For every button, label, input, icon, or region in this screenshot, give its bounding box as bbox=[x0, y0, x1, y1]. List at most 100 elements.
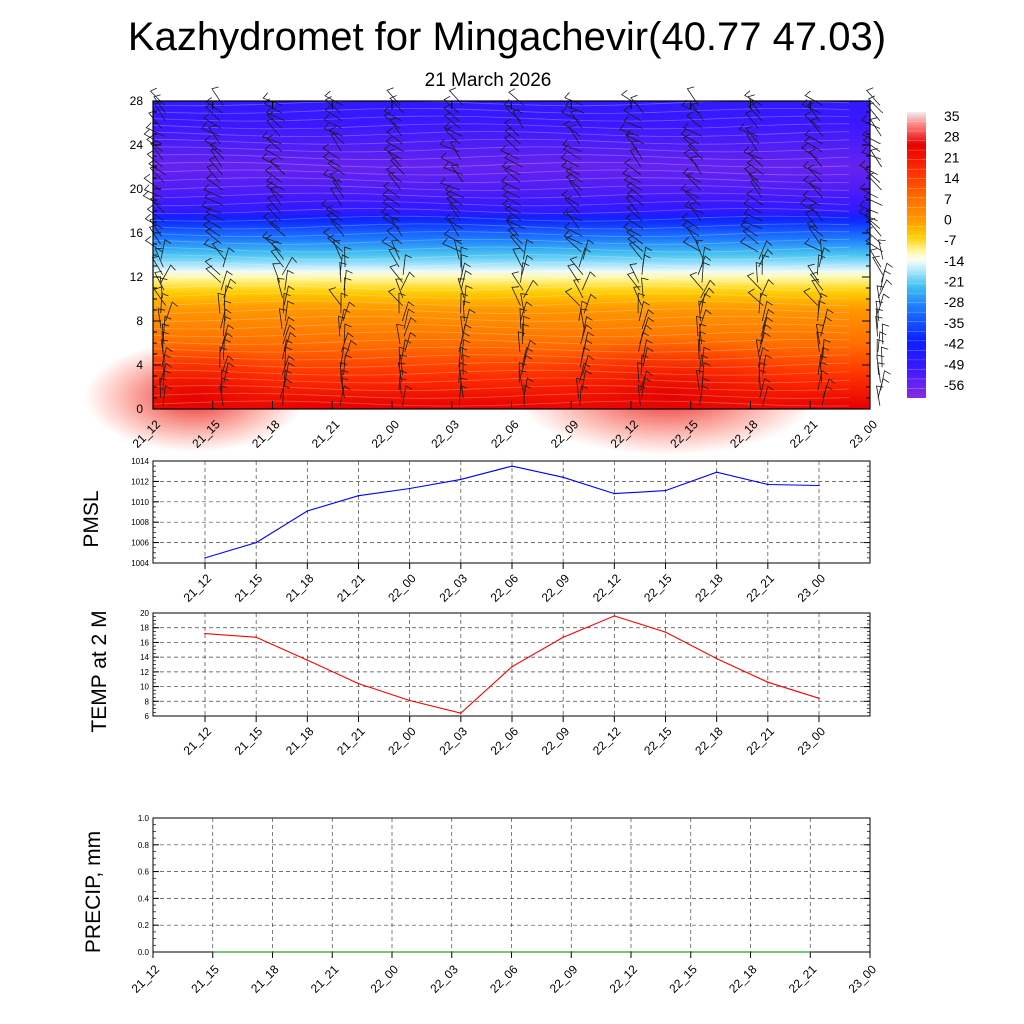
colorbar-label: 35 bbox=[944, 108, 960, 124]
temp2m-data-point bbox=[767, 681, 769, 683]
isotherm-line bbox=[152, 315, 850, 322]
wind-barb bbox=[689, 202, 702, 222]
isotherm-line bbox=[152, 200, 850, 207]
isotherm-line bbox=[152, 231, 850, 238]
x-tick-label: 22_06 bbox=[488, 417, 522, 451]
wind-barb bbox=[145, 122, 165, 137]
wind-barb bbox=[267, 195, 282, 214]
wind-barb bbox=[564, 92, 584, 106]
wind-barb bbox=[264, 144, 283, 160]
wind-barb bbox=[637, 362, 645, 383]
isotherm-line bbox=[152, 184, 850, 191]
x-tick-label: 22_00 bbox=[368, 962, 402, 996]
wind-barb bbox=[387, 288, 403, 306]
wind-barb bbox=[501, 183, 521, 199]
wind-barb bbox=[858, 207, 878, 222]
temp2m-frame bbox=[152, 612, 871, 717]
wind-barb bbox=[629, 263, 640, 283]
wind-barb bbox=[816, 254, 826, 275]
x-tick-label: 22_21 bbox=[743, 724, 777, 758]
wind-barb bbox=[500, 175, 520, 191]
y-tick-label: 20 bbox=[140, 609, 149, 618]
wind-barb bbox=[283, 332, 297, 352]
wind-barb bbox=[398, 377, 407, 399]
wind-barb bbox=[162, 385, 172, 406]
y-tick-label: 10 bbox=[140, 683, 149, 692]
x-tick-label: 22_15 bbox=[641, 571, 675, 605]
wind-barb bbox=[398, 292, 406, 314]
wind-barb bbox=[804, 111, 820, 129]
wind-barb bbox=[684, 200, 704, 214]
wind-barb bbox=[385, 165, 403, 183]
wind-barb bbox=[219, 332, 233, 352]
wind-barb bbox=[322, 152, 341, 168]
chart-title: Kazhydromet for Mingachevir(40.77 47.03) bbox=[128, 15, 886, 59]
precip-axis-title: PRECIP, mm bbox=[82, 831, 105, 953]
wind-barb bbox=[686, 86, 699, 106]
wind-barb bbox=[278, 308, 287, 329]
wind-barb bbox=[686, 172, 701, 191]
wind-barb bbox=[324, 105, 343, 122]
precip-data-point bbox=[810, 951, 812, 953]
wind-barb bbox=[440, 152, 460, 168]
wind-barb bbox=[146, 135, 163, 152]
wind-barb bbox=[877, 279, 892, 299]
wind-barb bbox=[565, 234, 582, 253]
wind-barb bbox=[563, 120, 581, 137]
wind-barb bbox=[502, 190, 521, 206]
wind-barb bbox=[621, 89, 639, 106]
wind-barb bbox=[284, 300, 295, 322]
wind-barb bbox=[820, 362, 828, 383]
isotherm-line bbox=[152, 331, 850, 338]
colorbar-label: 28 bbox=[944, 129, 960, 145]
wind-barb bbox=[151, 255, 164, 276]
wind-barb bbox=[622, 222, 642, 237]
wind-barb bbox=[817, 370, 829, 391]
y-tick-label: 1.0 bbox=[138, 814, 150, 823]
wind-barb bbox=[445, 189, 463, 206]
wind-barb bbox=[208, 156, 223, 175]
wind-barb bbox=[758, 331, 771, 352]
wind-barb bbox=[153, 286, 167, 306]
wind-barb bbox=[203, 113, 222, 129]
wind-barb bbox=[581, 271, 596, 291]
wind-barb bbox=[744, 90, 763, 106]
x-tick-label: 21_21 bbox=[308, 962, 342, 996]
wind-barb bbox=[442, 238, 462, 253]
wind-barb bbox=[806, 102, 820, 122]
wind-barb bbox=[457, 278, 466, 299]
wind-barb bbox=[875, 315, 883, 337]
wind-barb bbox=[382, 197, 401, 214]
isotherm-line bbox=[152, 161, 850, 168]
wind-barb bbox=[222, 247, 235, 268]
wind-barb bbox=[398, 369, 408, 391]
wind-barb bbox=[386, 226, 403, 245]
wind-barb bbox=[217, 292, 225, 314]
x-tick-label: 22_12 bbox=[590, 724, 624, 758]
wind-barb bbox=[804, 136, 823, 152]
pmsl-data-point bbox=[204, 557, 206, 559]
wind-barb bbox=[642, 246, 653, 268]
wind-barb bbox=[701, 246, 711, 268]
wind-barb bbox=[390, 217, 403, 237]
isotherm-line bbox=[152, 169, 850, 176]
wind-barb bbox=[633, 286, 642, 306]
wind-barb bbox=[386, 87, 401, 106]
wind-barb bbox=[444, 213, 463, 229]
isotherm-line bbox=[152, 392, 850, 399]
wind-barb bbox=[583, 331, 595, 352]
wind-barb bbox=[523, 339, 537, 360]
wind-barb bbox=[402, 385, 413, 406]
x-tick-label: 22_15 bbox=[666, 962, 700, 996]
wind-barb bbox=[344, 277, 352, 298]
x-tick-label: 21_12 bbox=[181, 724, 215, 758]
wind-barb bbox=[742, 227, 759, 245]
wind-barb bbox=[628, 241, 643, 260]
wind-barb bbox=[859, 183, 878, 199]
wind-barb bbox=[519, 308, 527, 329]
wind-barb bbox=[523, 377, 534, 399]
wind-barb bbox=[276, 278, 285, 298]
wind-barb bbox=[637, 385, 646, 406]
wind-barb bbox=[505, 214, 525, 229]
wind-barb bbox=[339, 261, 347, 283]
